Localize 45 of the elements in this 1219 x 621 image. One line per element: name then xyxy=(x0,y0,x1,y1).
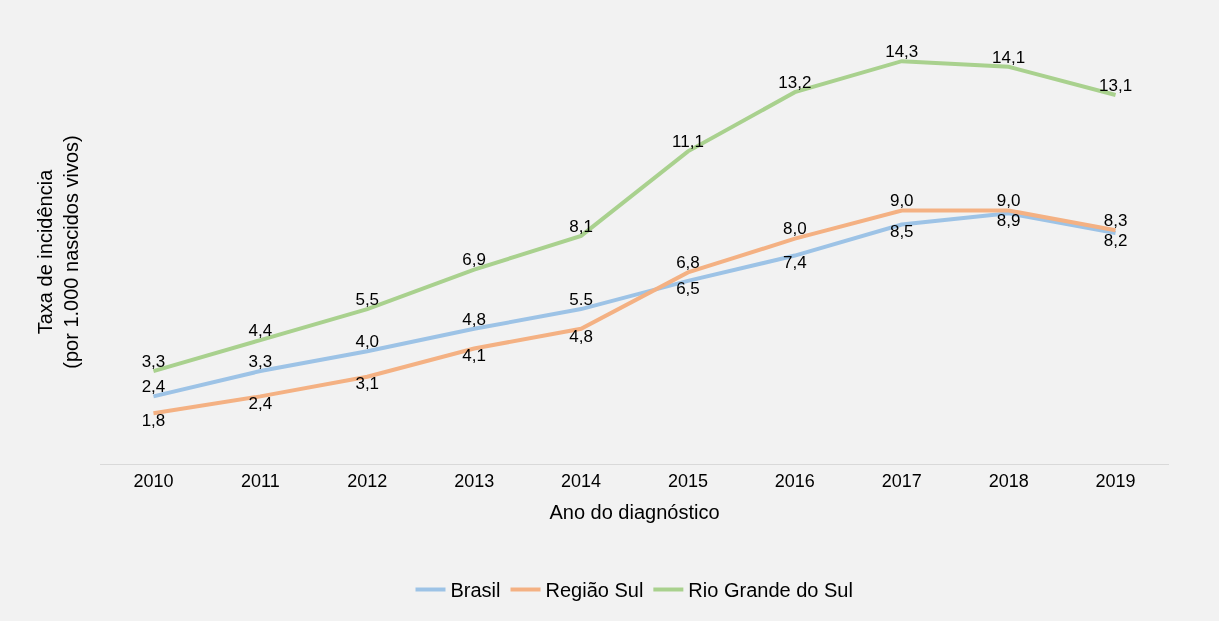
x-tick-label: 2011 xyxy=(240,470,280,491)
x-tick-label: 2014 xyxy=(561,470,602,491)
legend-label: Brasil xyxy=(450,579,501,602)
data-label: 1,8 xyxy=(141,411,166,431)
data-label: 5,5 xyxy=(355,289,380,309)
x-tick-label: 2018 xyxy=(988,470,1029,491)
data-label: 6,8 xyxy=(676,253,700,273)
data-label: 8,9 xyxy=(996,211,1021,231)
data-label: 4,4 xyxy=(248,320,273,340)
data-label: 3,3 xyxy=(141,351,166,371)
data-label: 3,1 xyxy=(355,374,380,394)
data-label: 8,2 xyxy=(1103,230,1128,250)
data-label: 4,1 xyxy=(462,346,486,366)
data-label: 4,8 xyxy=(569,326,593,346)
data-label: 6,5 xyxy=(676,278,700,298)
x-tick-label: 2015 xyxy=(667,470,708,491)
x-tick-label: 2019 xyxy=(1095,470,1136,491)
data-label: 8,0 xyxy=(783,219,807,239)
data-label: 5.5 xyxy=(569,289,593,309)
x-tick-label: 2016 xyxy=(774,470,815,491)
x-tick-label: 2010 xyxy=(133,470,174,491)
data-label: 11,1 xyxy=(672,132,704,152)
data-label: 8,1 xyxy=(569,216,593,236)
data-label: 14,3 xyxy=(885,41,919,61)
x-tick-label: 2017 xyxy=(881,470,922,491)
data-label: 13,2 xyxy=(778,72,812,92)
x-tick-label: 2013 xyxy=(454,470,495,491)
data-label: 14,1 xyxy=(992,47,1026,67)
data-label: 8,5 xyxy=(889,222,914,242)
data-label: 8,3 xyxy=(1103,210,1128,230)
data-label: 4,8 xyxy=(462,309,486,329)
x-tick-label: 2012 xyxy=(347,470,388,491)
data-label: 13,1 xyxy=(1099,75,1133,95)
data-label: 9,0 xyxy=(889,191,914,211)
data-label: 2,4 xyxy=(141,377,166,397)
legend-label: Rio Grande do Sul xyxy=(688,579,853,602)
data-label: 6,9 xyxy=(462,250,486,270)
data-label: 4,0 xyxy=(355,332,380,352)
data-label: 2,4 xyxy=(248,394,273,414)
x-axis-title: Ano do diagnóstico xyxy=(549,501,720,524)
legend-label: Região Sul xyxy=(545,579,644,602)
data-label: 9,0 xyxy=(996,191,1021,211)
data-label: 3,3 xyxy=(248,351,273,371)
data-label: 7,4 xyxy=(783,253,807,273)
y-axis-title: Taxa de incidência (por 1.000 nascidos vivos) xyxy=(33,135,82,369)
